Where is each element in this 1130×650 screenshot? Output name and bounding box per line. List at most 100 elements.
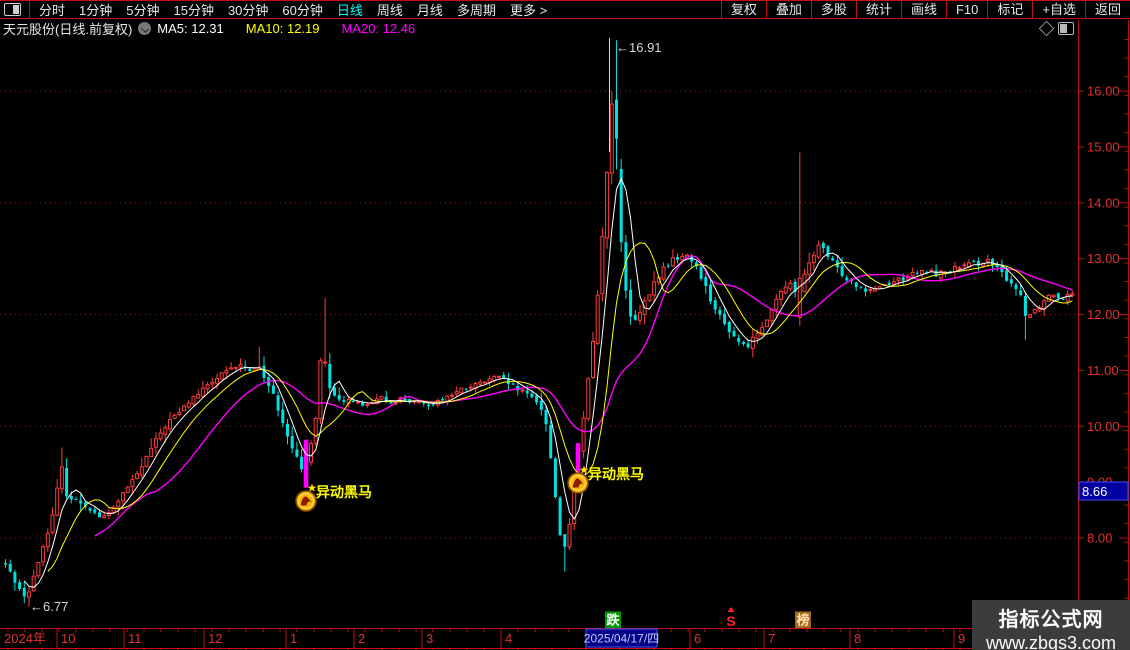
candle-up	[896, 277, 901, 281]
candle-down	[295, 449, 299, 457]
candle-down	[243, 366, 247, 368]
candle-down	[286, 423, 289, 437]
candle-down	[709, 284, 712, 302]
candle-up	[764, 319, 769, 328]
candle-down	[351, 400, 355, 403]
candle-up	[121, 492, 125, 502]
window-icon[interactable]	[4, 3, 21, 16]
price-tag	[1078, 481, 1129, 501]
candle-down	[746, 343, 750, 348]
month-label: 4	[505, 631, 512, 646]
period-tab-5min[interactable]: 5分钟	[126, 3, 160, 18]
y-axis-label: 13.00	[1087, 251, 1120, 266]
candle-up	[750, 336, 755, 349]
window-split-icon[interactable]	[1058, 22, 1074, 35]
candle-up	[774, 298, 779, 310]
candle-down	[859, 286, 863, 288]
candle-up	[205, 384, 210, 390]
candle-down	[826, 246, 830, 257]
candle-up	[1051, 294, 1056, 298]
diamond-icon[interactable]	[1038, 20, 1055, 37]
high-price-label: ←16.91	[616, 40, 662, 55]
period-tab-more[interactable]: 更多 >	[509, 3, 548, 18]
mark-button[interactable]: 标记	[987, 1, 1032, 18]
candle-down	[901, 277, 905, 281]
ma5-line	[23, 177, 1073, 588]
candle-up	[139, 466, 144, 476]
overlay-button[interactable]: 叠加	[765, 1, 811, 18]
period-tab-daily[interactable]: 日线	[336, 3, 363, 18]
corner-icons	[1038, 20, 1074, 37]
signal-bar	[575, 443, 581, 480]
candle-up	[31, 575, 36, 592]
candle-up	[182, 405, 187, 412]
candle-up	[130, 479, 135, 488]
f10-button[interactable]: F10	[945, 1, 987, 18]
candle-down	[83, 502, 87, 507]
add-watchlist-button[interactable]: +自选	[1032, 1, 1085, 18]
candle-up	[365, 404, 370, 406]
candle-up	[609, 103, 614, 174]
candle-up	[229, 367, 234, 370]
candle-up	[788, 282, 793, 290]
candle-down	[558, 497, 562, 536]
signal-label: 异动黑马	[316, 484, 372, 500]
candle-down	[991, 259, 994, 266]
signal-bar	[303, 439, 309, 488]
period-tab-monthly[interactable]: 月线	[416, 3, 443, 18]
candle-down	[271, 385, 275, 394]
candle-up	[652, 281, 657, 296]
candle-down	[1000, 266, 1004, 273]
candle-up	[445, 395, 450, 402]
candle-up	[769, 309, 774, 322]
period-tab-multi-period[interactable]: 多周期	[456, 3, 496, 18]
period-tab-weekly[interactable]: 周线	[376, 3, 403, 18]
ma10-value: MA10: 12.19	[245, 21, 320, 36]
candle-up	[27, 591, 31, 598]
candle-down	[615, 99, 618, 139]
candle-up	[313, 418, 318, 444]
candle-up	[50, 514, 55, 533]
multi-stock-button[interactable]: 多股	[810, 1, 856, 18]
month-label: 2	[358, 631, 365, 646]
candle-up	[661, 266, 666, 280]
year-label: 2024年	[4, 631, 46, 646]
watermark-url: www.zbgs3.com	[985, 633, 1117, 650]
candle-down	[13, 572, 17, 583]
y-axis-label: 12.00	[1087, 307, 1120, 322]
candle-down	[704, 277, 708, 286]
period-tab-1min[interactable]: 1分钟	[79, 3, 113, 18]
candle-down	[98, 512, 101, 518]
period-tab-30min[interactable]: 30分钟	[227, 3, 269, 18]
candle-up	[600, 236, 605, 295]
marker-text: 榜	[796, 613, 809, 628]
candle-down	[666, 265, 670, 267]
statistics-button[interactable]: 统计	[855, 1, 901, 18]
watermark-title: 指标公式网	[998, 609, 1104, 631]
candle-down	[1019, 290, 1023, 296]
signal-label: 异动黑马	[588, 466, 644, 482]
candle-down	[281, 409, 285, 423]
candle-up	[450, 394, 454, 397]
candle-up	[783, 286, 788, 294]
month-label: 8	[854, 631, 861, 646]
fuquan-button[interactable]: 复权	[720, 1, 766, 18]
back-button[interactable]: 返回	[1084, 1, 1130, 18]
candle-down	[840, 266, 844, 276]
month-label: 11	[128, 631, 142, 646]
chevron-down-icon[interactable]	[138, 22, 152, 35]
candle-down	[972, 260, 976, 262]
candle-up	[125, 486, 130, 493]
candle-up	[168, 419, 172, 430]
candle-up	[454, 391, 459, 395]
candle-up	[891, 281, 896, 285]
period-tab-15min[interactable]: 15分钟	[173, 3, 214, 18]
candle-up	[200, 387, 205, 397]
candle-down	[276, 395, 280, 411]
candle-down	[539, 400, 543, 410]
candle-down	[727, 321, 731, 333]
period-tab-60min[interactable]: 60分钟	[282, 3, 323, 18]
period-tab-fenshi[interactable]: 分时	[39, 3, 66, 18]
draw-line-button[interactable]: 画线	[900, 1, 946, 18]
